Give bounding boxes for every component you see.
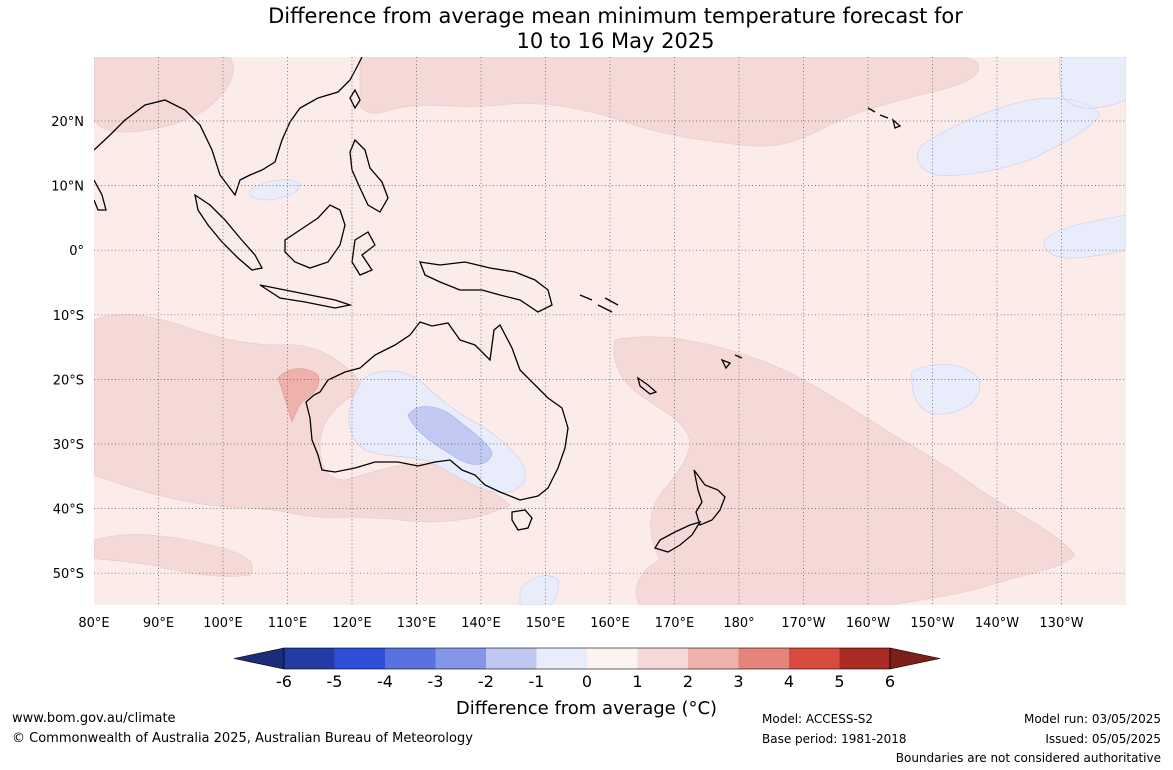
coastline-fiji: [720, 354, 743, 370]
colorbar-tick-label: 4: [784, 672, 794, 691]
cool-region-south-china-sea: [249, 179, 301, 201]
longitude-label: 100°E: [203, 616, 243, 631]
longitude-label: 150°E: [526, 616, 566, 631]
colorbar-bin: [385, 648, 436, 669]
colorbar-bin: [435, 648, 486, 669]
cool-region-north-east-pacific: [917, 57, 1126, 176]
longitude-label: 130°W: [1039, 616, 1083, 631]
warm-region-north-pacific: [358, 57, 980, 147]
colorbar-bin: [334, 648, 385, 669]
warm-region-strong: [277, 368, 320, 423]
footer-base-period: Base period: 1981-2018: [762, 732, 907, 746]
latitude-label: 20°S: [53, 373, 84, 388]
longitude-label: 80°E: [78, 616, 109, 631]
warm-region-indian-ocean: [94, 314, 511, 523]
colorbar-border: [283, 647, 891, 670]
map-title: Difference from average mean minimum tem…: [0, 4, 1173, 54]
colorbar-tick-label: -3: [428, 672, 444, 691]
coastline-sumatra: [194, 193, 263, 271]
colorbar-tick-label: 3: [733, 672, 743, 691]
latitude-label: 30°S: [53, 438, 84, 453]
anomaly-shading: [94, 57, 1126, 605]
coastline-philippines: [349, 138, 389, 213]
latitude-label: 10°S: [53, 309, 84, 324]
cool-region-tasmania-south: [519, 575, 559, 605]
latitude-label: 20°N: [51, 115, 84, 130]
forecast-map: 20°N 10°N 0° 10°S 20°S 30°S 40°S 50°S 80°E 90°E 1…: [51, 57, 1126, 691]
coastline-tasmania: [511, 509, 533, 531]
longitude-label: 120°E: [332, 616, 372, 631]
latitude-label: 0°: [69, 244, 84, 259]
coastline-new-zealand-south: [654, 520, 702, 553]
longitude-label: 130°E: [397, 616, 437, 631]
longitude-label: 160°W: [846, 616, 890, 631]
colorbar-bin: [284, 648, 335, 669]
colorbar-tick-label: -1: [529, 672, 545, 691]
warm-region-north-indian: [94, 57, 234, 133]
coastline-borneo: [284, 204, 346, 269]
longitude-label: 110°E: [268, 616, 308, 631]
colorbar: -6 -5 -4 -3 -2 -1 0 1 2 3 4 5 6: [233, 647, 941, 691]
colorbar-tick-label: 2: [683, 672, 693, 691]
longitude-label: 180°: [723, 616, 754, 631]
colorbar-bin: [587, 648, 638, 669]
longitude-label: 170°W: [781, 616, 825, 631]
footer-issued: Issued: 05/05/2025: [1045, 732, 1161, 746]
colorbar-tick-label: 0: [582, 672, 592, 691]
latitude-labels: 20°N 10°N 0° 10°S 20°S 30°S 40°S 50°S: [51, 115, 84, 582]
longitude-label: 140°E: [461, 616, 501, 631]
colorbar-bin: [839, 648, 890, 669]
longitude-label: 170°E: [655, 616, 695, 631]
colorbar-tick-label: -5: [327, 672, 343, 691]
colorbar-bin: [738, 648, 789, 669]
longitude-labels: 80°E 90°E 100°E 110°E 120°E 130°E 140°E 150°E 16…: [78, 616, 1083, 631]
cool-region-central-pacific: [1043, 57, 1126, 259]
title-line-1: Difference from average mean minimum tem…: [268, 4, 963, 28]
colorbar-bin: [486, 648, 537, 669]
colorbar-bin: [789, 648, 840, 669]
longitude-label: 150°W: [910, 616, 954, 631]
latitude-label: 10°N: [51, 180, 84, 195]
coastline-java: [259, 284, 353, 309]
coastline-sulawesi: [351, 231, 376, 276]
title-line-2: 10 to 16 May 2025: [516, 29, 715, 53]
coastline-new-caledonia: [636, 376, 658, 395]
warm-region-south-indian: [94, 534, 253, 577]
footer-website: www.bom.gov.au/climate: [12, 711, 176, 726]
coastline-new-zealand-north: [693, 469, 726, 526]
colorbar-tick-label: 5: [834, 672, 844, 691]
colorbar-tick-label: 6: [885, 672, 895, 691]
coastline-taiwan: [349, 88, 361, 110]
coastline-se-asia: [94, 57, 363, 197]
latitude-label: 50°S: [53, 567, 84, 582]
colorbar-tick-label: -2: [478, 672, 494, 691]
coastlines: [94, 57, 902, 553]
colorbar-tick-label: -4: [377, 672, 393, 691]
footer-model: Model: ACCESS-S2: [762, 712, 874, 726]
footer-copyright: © Commonwealth of Australia 2025, Austra…: [12, 731, 473, 746]
coastline-hawaii: [867, 107, 902, 129]
longitude-label: 90°E: [143, 616, 174, 631]
coastline-new-guinea: [418, 261, 553, 313]
colorbar-extension-high: [889, 647, 941, 670]
footer-model-run: Model run: 03/05/2025: [1023, 712, 1161, 726]
coastline-solomon-islands: [579, 294, 619, 313]
colorbar-bin: [688, 648, 739, 669]
colorbar-bin: [637, 648, 688, 669]
latitude-label: 40°S: [53, 503, 84, 518]
coastline-india: [94, 179, 107, 211]
cool-region-strong: [407, 406, 493, 465]
colorbar-bin: [536, 648, 587, 669]
colorbar-extension-low: [233, 647, 285, 670]
cool-region-south-pacific: [911, 363, 980, 415]
longitude-label: 140°W: [975, 616, 1019, 631]
colorbar-tick-label: -6: [276, 672, 292, 691]
longitude-label: 160°E: [590, 616, 630, 631]
colorbar-tick-label: 1: [632, 672, 642, 691]
colorbar-title: Difference from average (°C): [455, 698, 718, 719]
graticule: [94, 57, 1126, 605]
coastline-australia: [305, 321, 569, 501]
footer-boundaries: Boundaries are not considered authoritat…: [895, 751, 1161, 765]
warm-region-tasman-pacific: [613, 336, 1076, 605]
